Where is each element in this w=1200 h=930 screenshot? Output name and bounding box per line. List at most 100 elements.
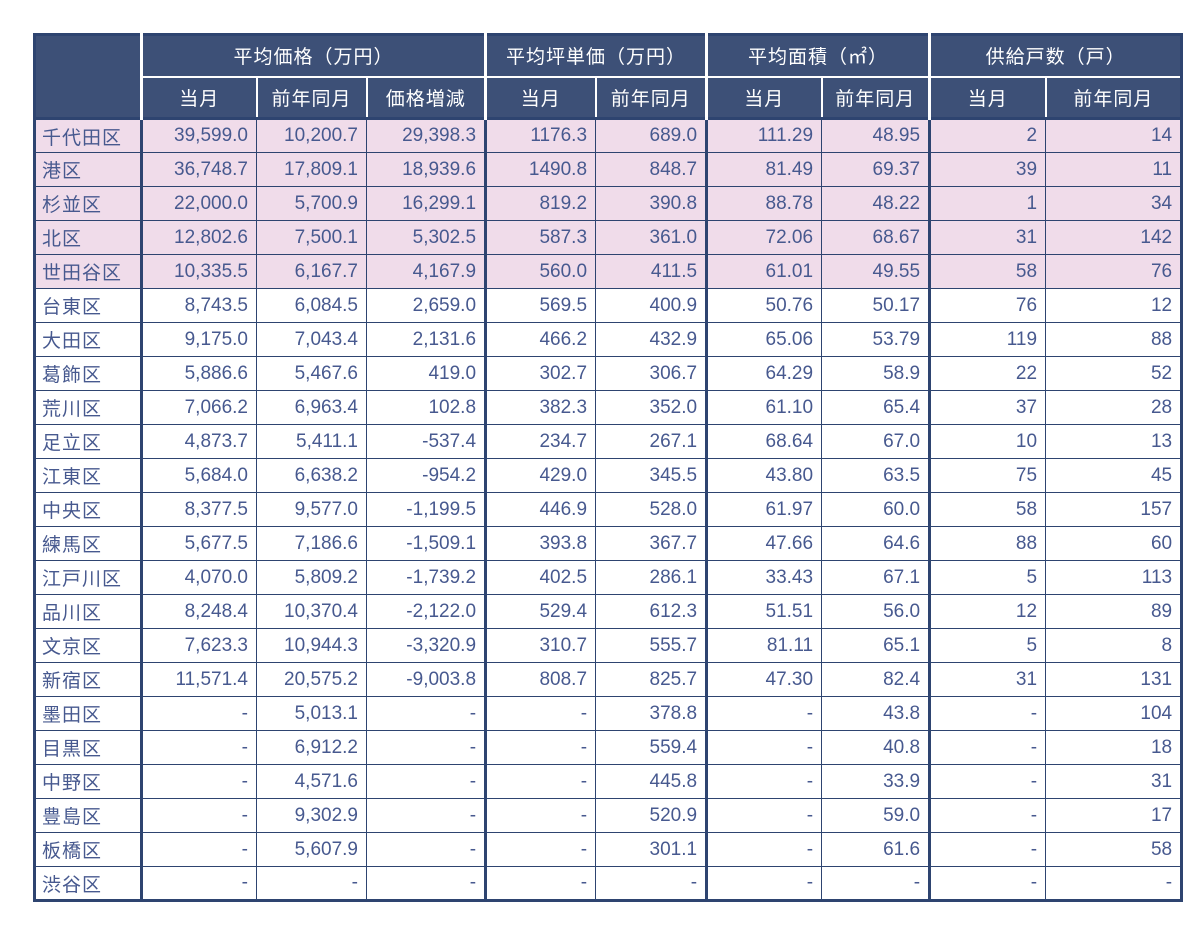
data-cell: 31 xyxy=(928,220,1047,255)
data-cell: 82.4 xyxy=(821,662,931,697)
data-cell: 5,886.6 xyxy=(140,356,257,391)
data-cell: 131 xyxy=(1045,662,1183,697)
data-cell: -2,122.0 xyxy=(365,594,487,629)
data-cell: 68.67 xyxy=(821,220,931,255)
ward-name-cell: 練馬区 xyxy=(34,526,142,561)
data-cell: 59.0 xyxy=(821,798,931,833)
data-cell: 1490.8 xyxy=(484,152,597,187)
data-cell: 7,043.4 xyxy=(256,322,367,357)
data-cell: 20,575.2 xyxy=(256,662,367,697)
data-cell: 36,748.7 xyxy=(140,152,257,187)
data-cell: - xyxy=(928,798,1047,833)
data-cell: 47.66 xyxy=(705,526,823,561)
data-cell: 88 xyxy=(1045,322,1183,357)
sub-header-row: 当月 前年同月 価格増減 当月 前年同月 当月 前年同月 当月 前年同月 xyxy=(35,75,1183,120)
column-group-header-price: 平均価格（万円） xyxy=(139,33,487,78)
data-cell: 53.79 xyxy=(821,322,931,357)
sub-header: 当月 xyxy=(928,75,1047,120)
data-cell: 39,599.0 xyxy=(140,117,257,153)
ward-name-cell: 江東区 xyxy=(34,458,142,493)
ward-name-cell: 目黒区 xyxy=(34,730,142,765)
data-cell: -9,003.8 xyxy=(365,662,487,697)
data-cell: 10,944.3 xyxy=(256,628,367,663)
sub-header: 前年同月 xyxy=(255,75,368,120)
data-cell: 39 xyxy=(928,152,1047,187)
sub-header: 価格増減 xyxy=(365,75,487,120)
data-cell: - xyxy=(705,764,823,799)
ward-name-cell: 世田谷区 xyxy=(34,254,142,289)
data-cell: 104 xyxy=(1045,696,1183,731)
data-cell: 5,302.5 xyxy=(365,220,487,255)
data-cell: - xyxy=(256,866,367,901)
data-cell: 382.3 xyxy=(484,390,597,425)
data-cell: 5 xyxy=(928,560,1047,595)
table-row: 港区 36,748.7 17,809.1 18,939.6 1490.8 848.7 81… xyxy=(34,152,1183,187)
data-cell: 559.4 xyxy=(595,730,708,765)
table-row: 豊島区 -9,302.9- -520.9-59.0-17 xyxy=(34,798,1183,833)
data-cell: 446.9 xyxy=(484,492,597,527)
data-cell: 7,066.2 xyxy=(140,390,257,425)
table-row: 足立区 4,873.7 5,411.1 -537.4 234.7 267.1 68.64 6… xyxy=(34,424,1183,459)
data-cell: 14 xyxy=(1045,117,1183,153)
data-cell: 1176.3 xyxy=(484,117,597,153)
data-cell: 34 xyxy=(1045,186,1183,221)
data-cell: 529.4 xyxy=(484,594,597,629)
data-cell: 5,607.9 xyxy=(256,832,367,867)
table-row: 世田谷区 10,335.5 6,167.7 4,167.9 560.0 411.5 61.… xyxy=(34,254,1183,289)
table-row: 江東区 5,684.0 6,638.2 -954.2 429.0 345.5 43.80 6… xyxy=(34,458,1183,493)
table-row: 江戸川区 4,070.0 5,809.2 -1,739.2 402.5 286.1 33.… xyxy=(34,560,1183,595)
data-cell: 33.9 xyxy=(821,764,931,799)
data-cell: 825.7 xyxy=(595,662,708,697)
data-cell: 10,200.7 xyxy=(256,117,367,153)
data-cell: 18 xyxy=(1045,730,1183,765)
data-cell: - xyxy=(928,764,1047,799)
data-cell: 61.6 xyxy=(821,832,931,867)
data-cell: 11 xyxy=(1045,152,1183,187)
table-row: 墨田区 -5,013.1- -378.8-43.8-104 xyxy=(34,696,1183,731)
data-cell: 689.0 xyxy=(595,117,708,153)
data-cell: 848.7 xyxy=(595,152,708,187)
data-cell: 9,175.0 xyxy=(140,322,257,357)
data-cell: 587.3 xyxy=(484,220,597,255)
data-cell: 808.7 xyxy=(484,662,597,697)
data-cell: 12 xyxy=(1045,288,1183,323)
table-row: 文京区 7,623.3 10,944.3 -3,320.9 310.7 555.7 81.… xyxy=(34,628,1183,663)
data-cell: 2 xyxy=(928,117,1047,153)
data-cell: 5,677.5 xyxy=(140,526,257,561)
table-row: 板橋区 -5,607.9- -301.1-61.6-58 xyxy=(34,832,1183,867)
ward-name-cell: 江戸川区 xyxy=(34,560,142,595)
data-cell: - xyxy=(705,730,823,765)
data-cell: - xyxy=(140,696,257,731)
data-cell: 81.49 xyxy=(705,152,823,187)
data-cell: - xyxy=(365,696,487,731)
data-cell: 6,912.2 xyxy=(256,730,367,765)
sub-header: 当月 xyxy=(705,75,823,120)
data-cell: - xyxy=(928,832,1047,867)
ward-name-cell: 荒川区 xyxy=(34,390,142,425)
data-cell: 64.29 xyxy=(705,356,823,391)
data-cell: 64.6 xyxy=(821,526,931,561)
data-cell: 65.4 xyxy=(821,390,931,425)
data-cell: 49.55 xyxy=(821,254,931,289)
data-cell: 47.30 xyxy=(705,662,823,697)
table-row: 目黒区 -6,912.2- -559.4-40.8-18 xyxy=(34,730,1183,765)
data-cell: 8,248.4 xyxy=(140,594,257,629)
data-cell: 6,638.2 xyxy=(256,458,367,493)
data-cell: 5,700.9 xyxy=(256,186,367,221)
data-cell: 58.9 xyxy=(821,356,931,391)
ward-name-cell: 豊島区 xyxy=(34,798,142,833)
data-cell: 267.1 xyxy=(595,424,708,459)
data-cell: 29,398.3 xyxy=(365,117,487,153)
data-cell: 52 xyxy=(1045,356,1183,391)
data-cell: 58 xyxy=(928,492,1047,527)
data-cell: - xyxy=(140,832,257,867)
table-row: 千代田区 39,599.0 10,200.7 29,398.3 1176.3 689.0… xyxy=(34,117,1183,153)
table-row: 練馬区 5,677.5 7,186.6 -1,509.1 393.8 367.7 47.6… xyxy=(34,526,1183,561)
data-cell: 76 xyxy=(928,288,1047,323)
data-cell: 61.10 xyxy=(705,390,823,425)
data-cell: 68.64 xyxy=(705,424,823,459)
data-cell: 11,571.4 xyxy=(140,662,257,697)
data-cell: - xyxy=(705,832,823,867)
ward-name-cell: 中央区 xyxy=(34,492,142,527)
